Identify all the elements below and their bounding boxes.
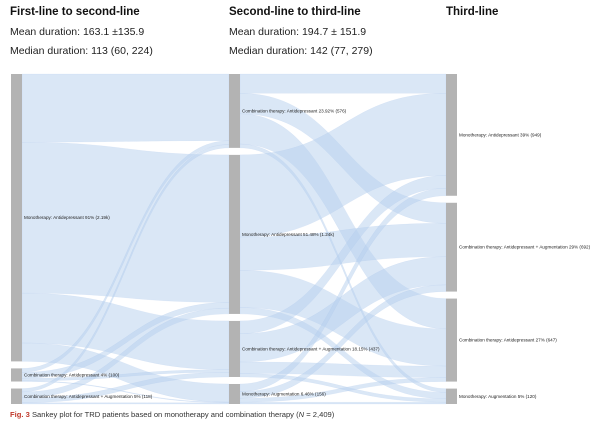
flow-a1-to-b2 [21,142,230,303]
flow-b4-to-c1 [239,188,447,392]
flow-b4-to-c4 [239,402,447,405]
flow-b4-to-c2 [239,284,447,399]
node-b1 [229,74,240,148]
node-a1 [11,74,22,362]
node-b4 [229,383,240,404]
median-duration-first-line: Median duration: 113 (60, 224) [10,45,153,57]
node-c3 [446,298,457,382]
figure-caption: Fig. 3 Sankey plot for TRD patients base… [10,410,334,419]
caption-n-value: = 2,409) [304,410,335,419]
node-label-b3: Combination therapy: Antidepressant + Au… [242,346,380,351]
flow-a3-to-b1 [21,144,230,393]
node-label-b4: Monotherapy: Augmentation 6.46% (156) [242,391,326,396]
flow-a1-to-b1 [21,73,230,143]
caption-text: Sankey plot for TRD patients based on mo… [31,410,299,419]
node-label-c3: Combination therapy: Antidepressant 27% … [459,338,557,343]
caption-n: N [298,410,305,419]
column-title-second-line: Second-line to third-line [229,6,361,18]
node-label-a3: Combination therapy: Antidepressant + Au… [24,394,153,399]
links-layer [21,73,447,405]
node-b3 [229,320,240,377]
mean-duration-first-line: Mean duration: 163.1 ±135.9 [10,26,145,38]
node-label-a2: Combination therapy: Antidepressant 4% (… [24,372,120,377]
node-label-b1: Combination therapy: Antidepressant 23.9… [242,108,347,113]
node-label-c1: Monotherapy: Antidepressant 39% (949) [459,132,542,137]
node-label-a1: Monotherapy: Antidepressant 91% (2.19k) [24,215,110,220]
node-b2 [229,154,240,314]
nodes-layer [11,74,457,404]
node-label-c4: Monotherapy: Augmentation 5% (120) [459,394,537,399]
node-c2 [446,202,457,292]
node-a2 [11,368,22,382]
median-duration-second-line: Median duration: 142 (77, 279) [229,45,373,57]
flow-b1-to-c1 [239,73,447,94]
column-title-first-line: First-line to second-line [10,6,140,18]
mean-duration-second-line: Mean duration: 194.7 ± 151.9 [229,26,367,38]
node-label-c2: Combination therapy: Antidepressant + Au… [459,245,591,250]
node-label-b2: Monotherapy: Antidepressant 51.48% (1.24… [242,232,335,237]
labels-layer: Monotherapy: Antidepressant 91% (2.19k) C… [24,108,591,398]
flow-a3-to-b4 [21,402,230,405]
node-a3 [11,388,22,404]
column-title-third-line: Third-line [446,6,499,18]
node-c4 [446,388,457,404]
figure-label: Fig. 3 [10,410,30,419]
node-c1 [446,74,457,196]
